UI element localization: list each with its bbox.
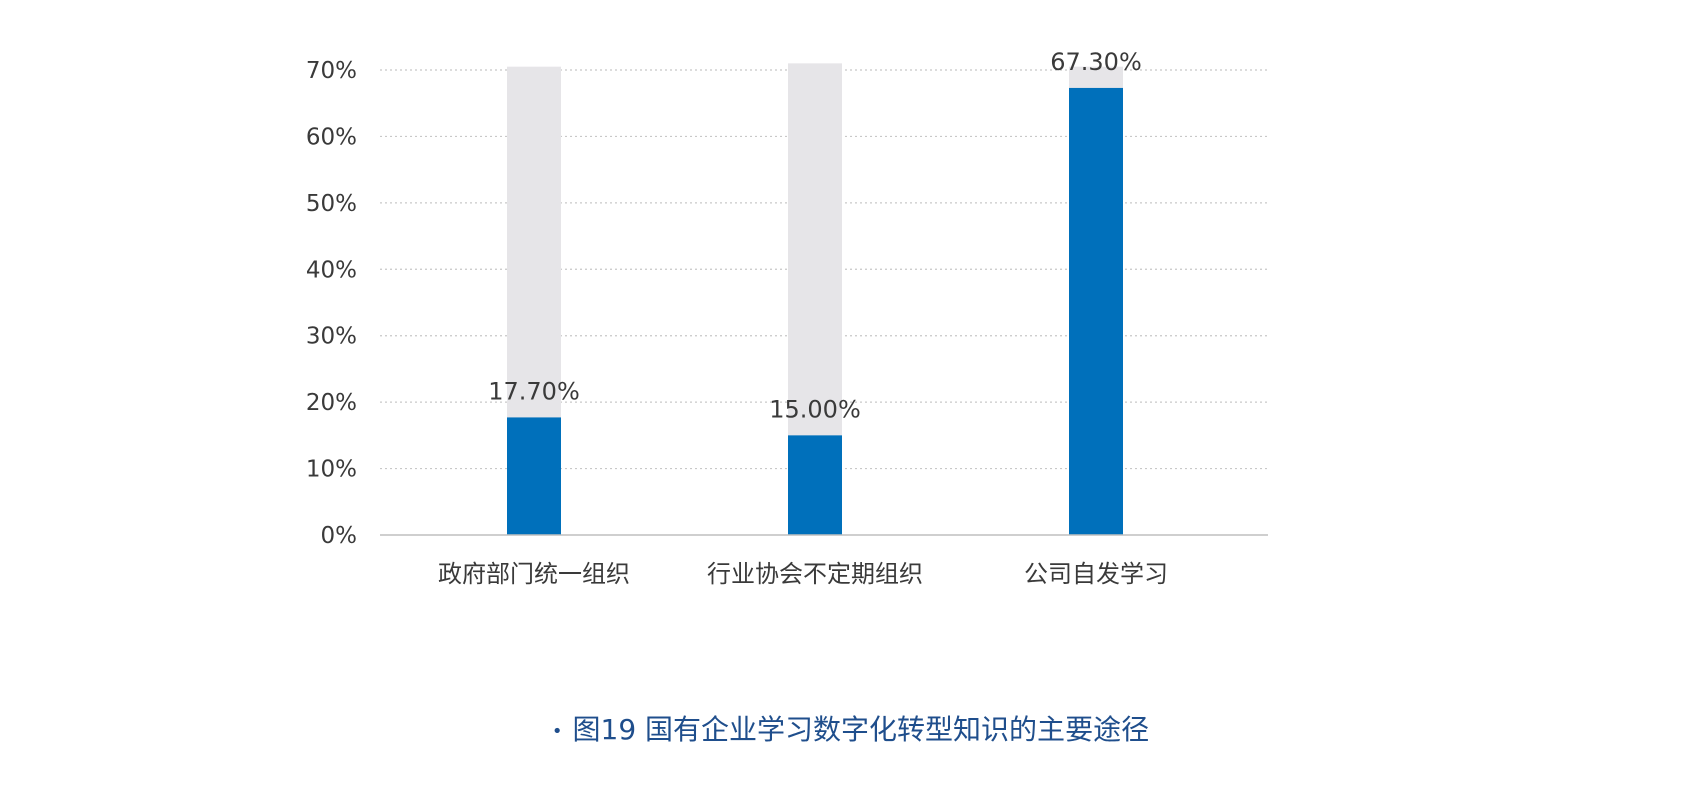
bars	[507, 87, 1123, 535]
figure-caption: • 图19 国有企业学习数字化转型知识的主要途径	[0, 708, 1701, 748]
data-labels: 17.70% 15.00% 67.30%	[488, 48, 1142, 423]
caption-bullet: •	[551, 720, 563, 742]
caption-text: 图19 国有企业学习数字化转型知识的主要途径	[572, 713, 1150, 746]
y-tick-label-70: 70%	[306, 58, 357, 84]
x-axis-categories: 政府部门统一组织 行业协会不定期组织 公司自发学习	[438, 560, 1168, 588]
y-tick-label-60: 60%	[306, 124, 357, 150]
y-tick-label-0: 0%	[321, 523, 358, 549]
y-tick-label-40: 40%	[306, 257, 357, 283]
category-label-2: 公司自发学习	[1024, 560, 1168, 588]
y-tick-label-50: 50%	[306, 191, 357, 217]
category-label-1: 行业协会不定期组织	[707, 560, 923, 588]
bar-2	[1069, 87, 1123, 535]
y-axis-ticks: 0% 10% 20% 30% 40% 50% 60% 70%	[306, 58, 357, 549]
y-tick-label-20: 20%	[306, 390, 357, 416]
bar-0	[507, 417, 561, 535]
data-label-0: 17.70%	[488, 377, 580, 405]
y-tick-label-10: 10%	[306, 457, 357, 483]
category-label-0: 政府部门统一组织	[438, 560, 630, 588]
data-label-1: 15.00%	[769, 395, 861, 423]
y-tick-label-30: 30%	[306, 324, 357, 350]
data-label-2: 67.30%	[1050, 48, 1142, 76]
bar-1	[788, 435, 842, 535]
